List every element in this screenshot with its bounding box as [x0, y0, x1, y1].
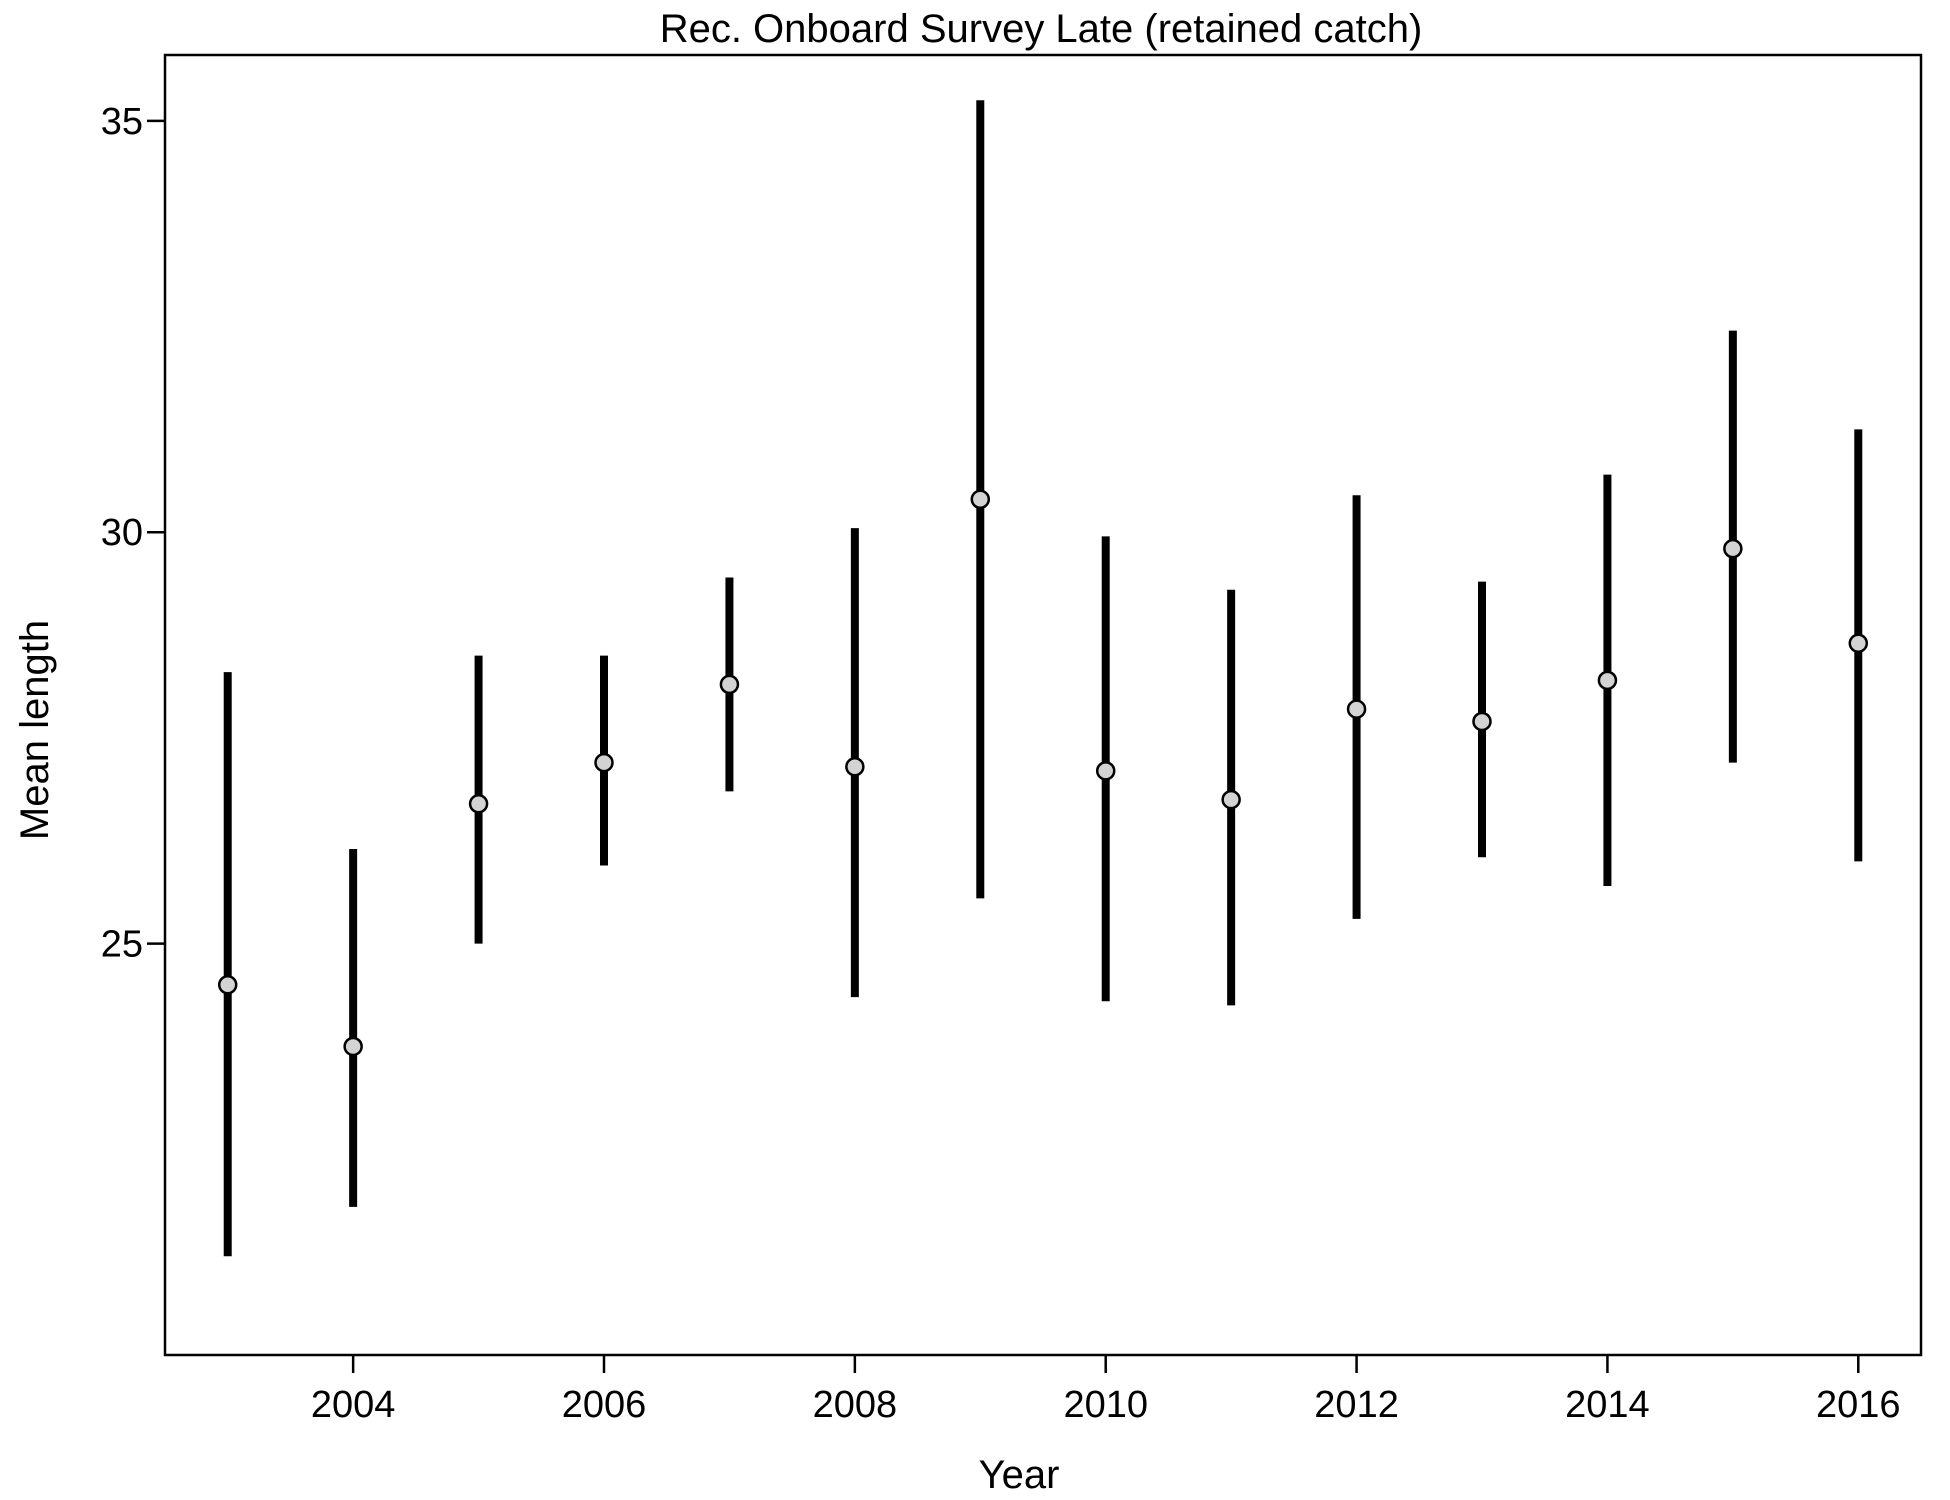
data-points [217, 489, 1869, 1057]
data-point [1095, 761, 1116, 781]
x-tick-label: 2006 [562, 1384, 647, 1426]
data-point [970, 489, 991, 510]
data-point [1597, 670, 1618, 691]
chart-title: Rec. Onboard Survey Late (retained catch… [660, 7, 1423, 51]
y-axis-label: Mean length [13, 620, 57, 840]
data-point [1346, 699, 1367, 719]
x-tick-label: 2008 [813, 1384, 898, 1426]
y-tick-label: 35 [101, 101, 143, 143]
data-point [594, 752, 614, 773]
data-point [468, 793, 489, 814]
x-tick-label: 2014 [1565, 1384, 1650, 1426]
plot-area-frame [163, 53, 1923, 1357]
y-axis: 25 30 35 [101, 101, 165, 966]
data-point [1472, 711, 1492, 732]
data-point [1723, 538, 1743, 559]
x-axis: 2004 2006 2008 2010 2012 2014 2016 [311, 1355, 1901, 1426]
x-tick-label: 2012 [1314, 1384, 1399, 1426]
data-point [1848, 633, 1869, 654]
data-point [719, 674, 740, 695]
data-point [217, 974, 238, 995]
y-tick-label: 30 [101, 512, 143, 554]
data-point [1221, 789, 1241, 810]
x-axis-label: Year [979, 1453, 1060, 1497]
x-tick-label: 2010 [1063, 1384, 1148, 1426]
data-point [343, 1036, 363, 1057]
y-tick-label: 25 [101, 924, 143, 966]
data-point [845, 756, 865, 777]
x-tick-label: 2016 [1816, 1384, 1901, 1426]
x-tick-label: 2004 [311, 1384, 396, 1426]
